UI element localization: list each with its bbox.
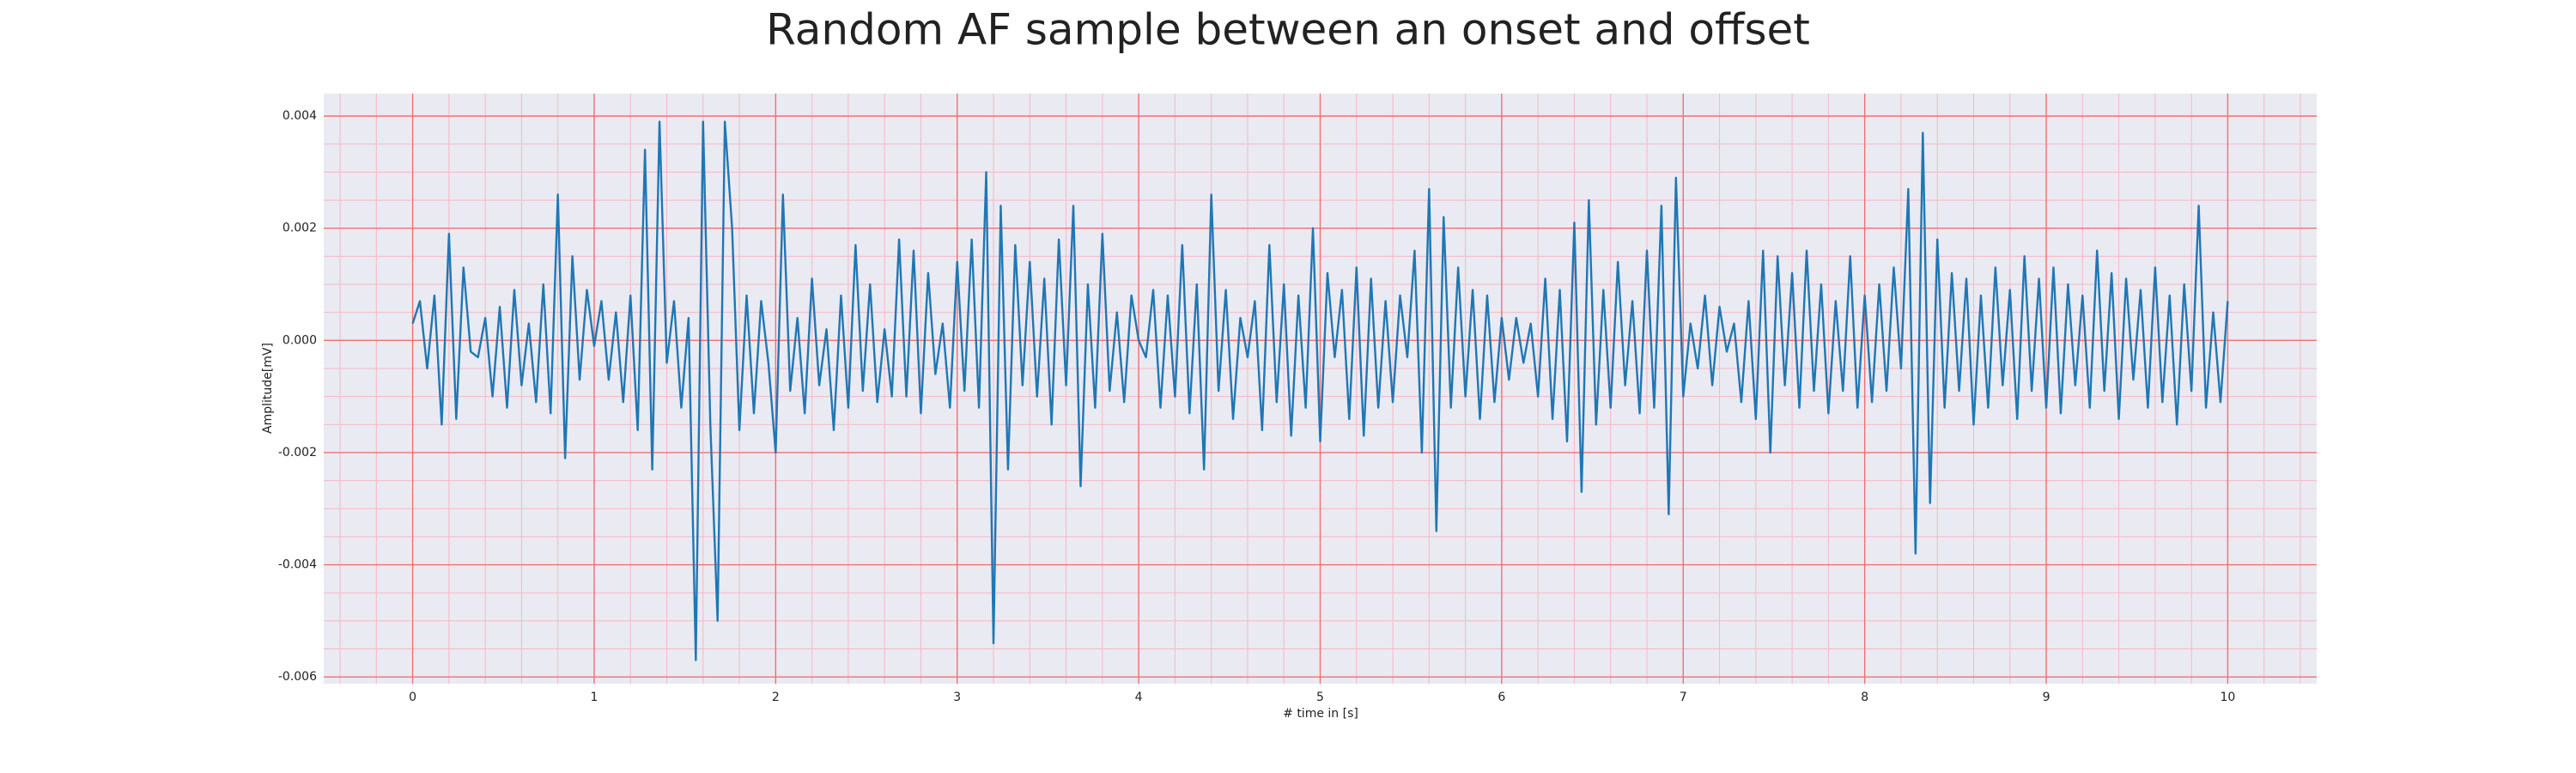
y-tick-label: 0.000 bbox=[283, 333, 317, 347]
x-tick-label: 1 bbox=[591, 691, 598, 704]
y-tick-label: -0.002 bbox=[278, 446, 317, 460]
y-tick-label: -0.006 bbox=[278, 670, 317, 684]
y-tick-label: 0.004 bbox=[283, 109, 317, 123]
x-tick-label: 8 bbox=[1861, 691, 1868, 704]
x-tick-label: 9 bbox=[2043, 691, 2050, 704]
x-tick-label: 6 bbox=[1498, 691, 1505, 704]
x-tick-label: 0 bbox=[409, 691, 416, 704]
lines bbox=[411, 120, 2229, 661]
x-tick-label: 5 bbox=[1316, 691, 1324, 704]
y-tick-label: -0.004 bbox=[278, 558, 317, 572]
x-tick-label: 2 bbox=[772, 691, 780, 704]
ticks: 0 1 2 3 4 5 6 7 8 9 10 -0.006 -0.004 -0.002 0.000 0.002… bbox=[278, 109, 2235, 704]
chart-title: Random AF sample between an onset and of… bbox=[766, 5, 1810, 55]
x-axis-label: # time in [s] bbox=[1283, 707, 1358, 721]
y-tick-label: 0.002 bbox=[283, 222, 317, 235]
y-axis-label: Amplitude[mV] bbox=[261, 343, 275, 434]
x-tick-label: 7 bbox=[1680, 691, 1687, 704]
x-tick-label: 10 bbox=[2221, 691, 2236, 704]
signal-line bbox=[411, 120, 2229, 661]
x-tick-label: 4 bbox=[1135, 691, 1143, 704]
x-tick-label: 3 bbox=[953, 691, 961, 704]
